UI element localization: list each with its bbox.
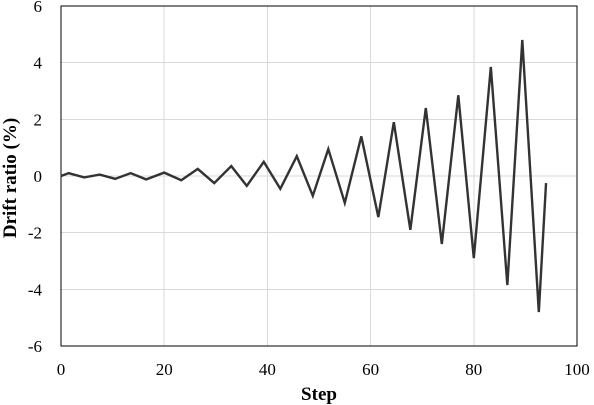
series-layer: [60, 39, 548, 313]
y-tick-label: 2: [34, 110, 43, 129]
x-tick-label: 40: [259, 360, 276, 379]
y-tick-labels: 6 4 2 0 -2 -4 -6: [28, 0, 43, 356]
x-tick-label: 80: [465, 360, 482, 379]
x-tick-label: 60: [362, 360, 379, 379]
x-tick-label: 0: [57, 360, 66, 379]
y-axis-label: Drift ratio (%): [0, 118, 21, 238]
x-axis-label: Step: [301, 384, 337, 405]
y-tick-label: -4: [28, 280, 43, 299]
y-tick-label: 6: [34, 0, 43, 16]
x-tick-labels: 0 20 40 60 80 100: [57, 360, 590, 379]
grid-lines: [61, 6, 577, 346]
y-tick-label: -6: [28, 337, 42, 356]
drift-ratio-series-line: [60, 39, 548, 313]
y-tick-label: 0: [34, 167, 43, 186]
y-tick-label: 4: [34, 54, 43, 73]
y-tick-label: -2: [28, 224, 42, 243]
x-tick-label: 100: [564, 360, 590, 379]
x-tick-label: 20: [156, 360, 173, 379]
